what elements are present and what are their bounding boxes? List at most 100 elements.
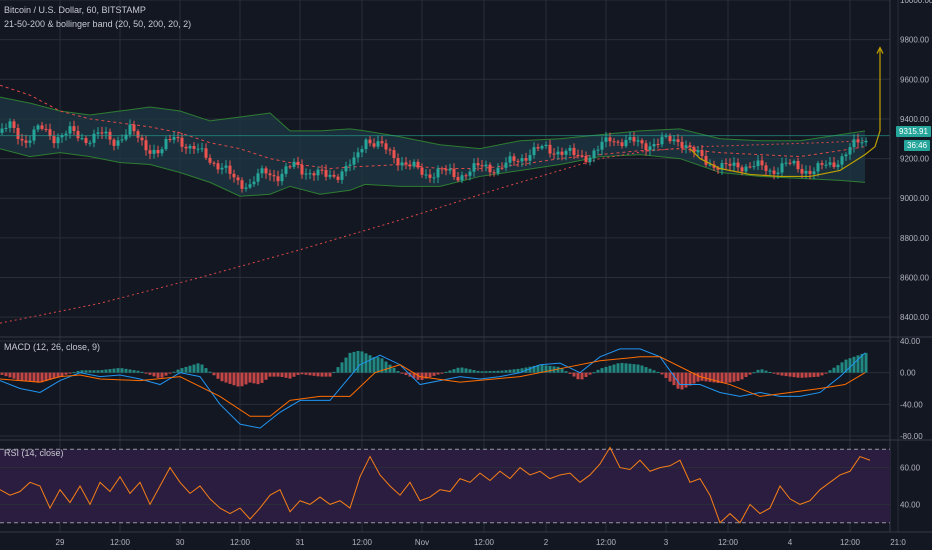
macd-histogram-bar (192, 364, 196, 373)
macd-histogram-bar (852, 356, 856, 373)
candle-body (520, 158, 524, 162)
macd-histogram-bar (436, 372, 440, 375)
macd-histogram-bar (420, 372, 424, 380)
candle-body (204, 148, 208, 158)
macd-histogram-bar (44, 372, 48, 382)
candle-body (384, 143, 388, 150)
candle-body (864, 140, 868, 143)
macd-histogram-bar (544, 365, 548, 373)
macd-histogram-bar (560, 368, 564, 373)
macd-histogram-bar (268, 372, 272, 377)
macd-histogram-bar (272, 372, 276, 377)
macd-histogram-bar (608, 365, 612, 373)
candle-body (48, 129, 52, 137)
macd-histogram-bar (320, 372, 324, 377)
candle-body (452, 168, 456, 178)
macd-histogram-bar (680, 372, 684, 390)
candle-body (164, 139, 168, 150)
study-legend[interactable]: 21-50-200 & bollinger band (20, 50, 200,… (4, 19, 192, 29)
candle-body (268, 173, 272, 176)
macd-histogram-bar (244, 372, 248, 385)
candle-body (540, 146, 544, 149)
macd-line (0, 348, 866, 429)
macd-histogram-bar (236, 372, 240, 387)
candle-body (792, 161, 796, 164)
macd-histogram-bar (740, 372, 744, 380)
candle-body (396, 158, 400, 166)
candle-body (760, 160, 764, 166)
candle-body (512, 156, 516, 161)
macd-histogram-bar (492, 370, 496, 373)
macd-legend[interactable]: MACD (12, 26, close, 9) (4, 342, 101, 352)
macd-histogram-bar (764, 370, 768, 373)
candle-body (412, 161, 416, 167)
x-tick-label: 12:00 (110, 538, 131, 547)
candle-body (100, 132, 104, 134)
x-tick-label: 12:00 (718, 538, 739, 547)
macd-histogram-bar (836, 365, 840, 373)
candle-body (428, 174, 432, 178)
macd-histogram-bar (780, 372, 784, 376)
y-tick-label: 9800.00 (900, 36, 929, 45)
macd-histogram-bar (240, 372, 244, 387)
y-tick-label: 8400.00 (900, 313, 929, 322)
macd-histogram-bar (580, 372, 584, 380)
macd-histogram-bar (684, 372, 688, 388)
x-tick-label: 3 (664, 538, 669, 547)
candle-body (144, 140, 148, 151)
macd-histogram-bar (80, 370, 84, 373)
rsi-legend[interactable]: RSI (14, close) (4, 448, 64, 458)
macd-histogram-bar (188, 365, 192, 373)
macd-histogram-bar (140, 371, 144, 373)
macd-histogram-bar (296, 372, 300, 375)
macd-histogram-bar (856, 355, 860, 373)
candle-body (720, 163, 724, 170)
candle-body (608, 137, 612, 142)
candle-body (728, 163, 732, 166)
macd-histogram-bar (340, 362, 344, 373)
candle-body (544, 144, 548, 147)
macd-histogram-bar (824, 372, 828, 374)
candle-body (136, 131, 140, 138)
candle-body (708, 164, 712, 166)
candle-body (340, 171, 344, 180)
candle-body (784, 162, 788, 164)
macd-histogram-bar (452, 369, 456, 373)
macd-histogram-bar (0, 372, 4, 375)
macd-histogram-bar (180, 368, 184, 373)
candle-body (604, 137, 608, 142)
candle-body (748, 166, 752, 168)
candle-body (52, 136, 56, 144)
candle-body (564, 150, 568, 155)
y-tick-label: 10000.00 (900, 0, 932, 5)
macd-histogram-bar (312, 372, 316, 376)
macd-histogram-bar (516, 368, 520, 373)
macd-histogram-bar (224, 372, 228, 383)
candle-body (856, 139, 860, 143)
candle-body (348, 164, 352, 166)
candle-body (172, 137, 176, 140)
candle-body (20, 139, 24, 141)
macd-histogram-bar (392, 367, 396, 373)
candle-body (716, 167, 720, 170)
candle-body (456, 177, 460, 181)
candle-body (624, 139, 628, 147)
candle-body (612, 141, 616, 143)
macd-histogram-bar (808, 372, 812, 378)
countdown-tag: 36:46 (904, 140, 931, 151)
macd-histogram-bar (316, 372, 320, 377)
macd-histogram-bar (172, 371, 176, 373)
candle-body (200, 148, 204, 150)
candle-body (88, 142, 92, 144)
bollinger-band-fill (0, 97, 865, 197)
candle-body (80, 138, 84, 140)
candle-body (840, 156, 844, 165)
candle-body (360, 149, 364, 153)
macd-histogram-bar (704, 372, 708, 382)
candle-body (188, 146, 192, 149)
candle-body (304, 173, 308, 175)
candle-body (372, 143, 376, 147)
macd-histogram-bar (264, 372, 268, 380)
candle-body (132, 124, 136, 132)
